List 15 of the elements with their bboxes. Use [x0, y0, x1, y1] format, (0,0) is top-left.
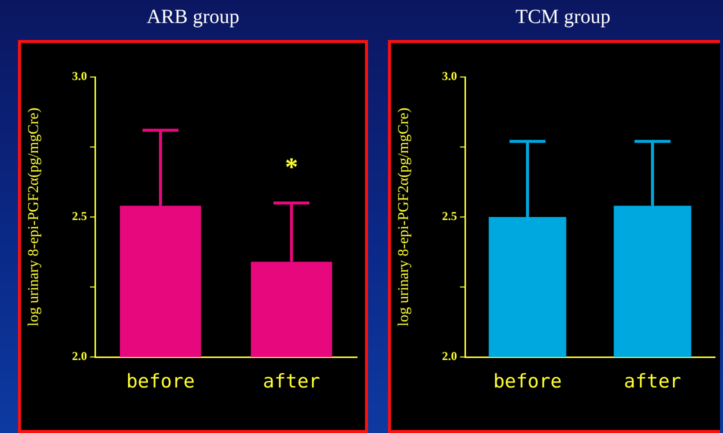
chart-title: ARB group — [146, 6, 240, 29]
y-tick-label: 2.5 — [72, 209, 87, 224]
y-axis-title: log urinary 8-epi-PGF2α(pg/mgCre) — [396, 108, 412, 326]
y-tick-label: 2.5 — [442, 209, 457, 224]
x-tick-label: after — [262, 370, 320, 392]
annotation: * — [285, 152, 298, 182]
y-tick-label: 2.0 — [72, 349, 87, 364]
chart-title: TCM group — [514, 6, 612, 29]
y-tick-label: 3.0 — [442, 69, 457, 84]
y-tick-label: 3.0 — [72, 69, 87, 84]
y-axis-title: log urinary 8-epi-PGF2α(pg/mgCre) — [26, 108, 42, 326]
x-tick-label: before — [493, 370, 562, 392]
x-tick-label: before — [126, 370, 195, 392]
x-tick-label: after — [624, 370, 682, 392]
y-tick-label: 2.0 — [442, 349, 457, 364]
